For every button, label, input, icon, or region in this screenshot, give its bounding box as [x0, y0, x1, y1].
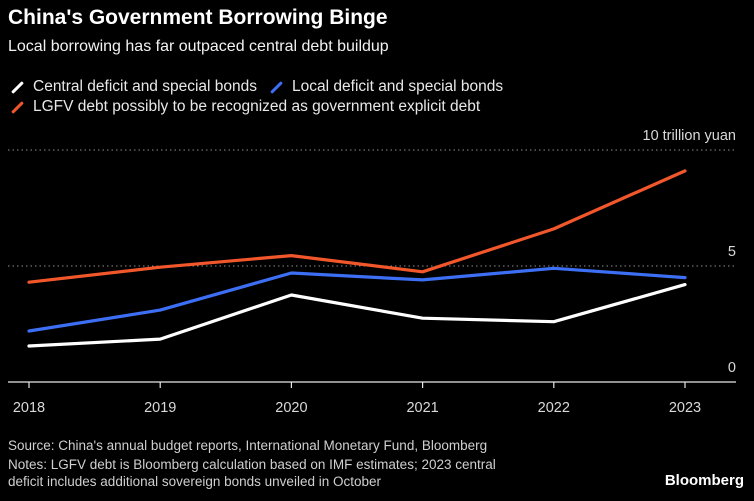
- chart-subtitle: Local borrowing has far outpaced central…: [8, 38, 389, 55]
- series-line-1: [27, 266, 687, 333]
- line-chart: 10 trillion yuan 5 0 2018 2019 2020 2021 2022 20…: [8, 128, 737, 416]
- legend-item-lgfv: LGFV debt possibly to be recognized as g…: [8, 98, 480, 116]
- legend-row-1: Central deficit and special bonds Local …: [8, 78, 513, 96]
- bloomberg-logo: Bloomberg: [664, 472, 744, 489]
- x-tick-label-2019: 2019: [144, 400, 176, 416]
- series-line-2: [27, 169, 687, 284]
- y-tick-label-0: 0: [728, 360, 736, 376]
- legend-row-2: LGFV debt possibly to be recognized as g…: [8, 98, 490, 116]
- notes-line-2: deficit includes additional sovereign bo…: [8, 474, 381, 489]
- x-tick-label-2020: 2020: [275, 400, 307, 416]
- legend-item-central: Central deficit and special bonds: [8, 78, 257, 96]
- notes-line-1: Notes: LGFV debt is Bloomberg calculatio…: [8, 457, 496, 472]
- legend-item-local: Local deficit and special bonds: [267, 78, 503, 96]
- legend-swatch-lgfv: [11, 100, 24, 114]
- x-tick-label-2022: 2022: [538, 400, 570, 416]
- x-tick-label-2018: 2018: [13, 400, 45, 416]
- y-tick-label-5: 5: [728, 244, 736, 260]
- series-line-0: [27, 283, 687, 348]
- x-tick-label-2021: 2021: [406, 400, 438, 416]
- source-note: Source: China's annual budget reports, I…: [8, 438, 488, 453]
- legend-label-lgfv: LGFV debt possibly to be recognized as g…: [33, 98, 481, 115]
- legend-swatch-central: [11, 80, 24, 94]
- legend-swatch-local: [270, 80, 283, 94]
- legend-label-local: Local deficit and special bonds: [292, 78, 504, 95]
- y-tick-label-10: 10 trillion yuan: [643, 128, 737, 144]
- x-tick-label-2023: 2023: [669, 400, 701, 416]
- legend-label-central: Central deficit and special bonds: [33, 78, 258, 95]
- chart-title: China's Government Borrowing Binge: [8, 6, 388, 29]
